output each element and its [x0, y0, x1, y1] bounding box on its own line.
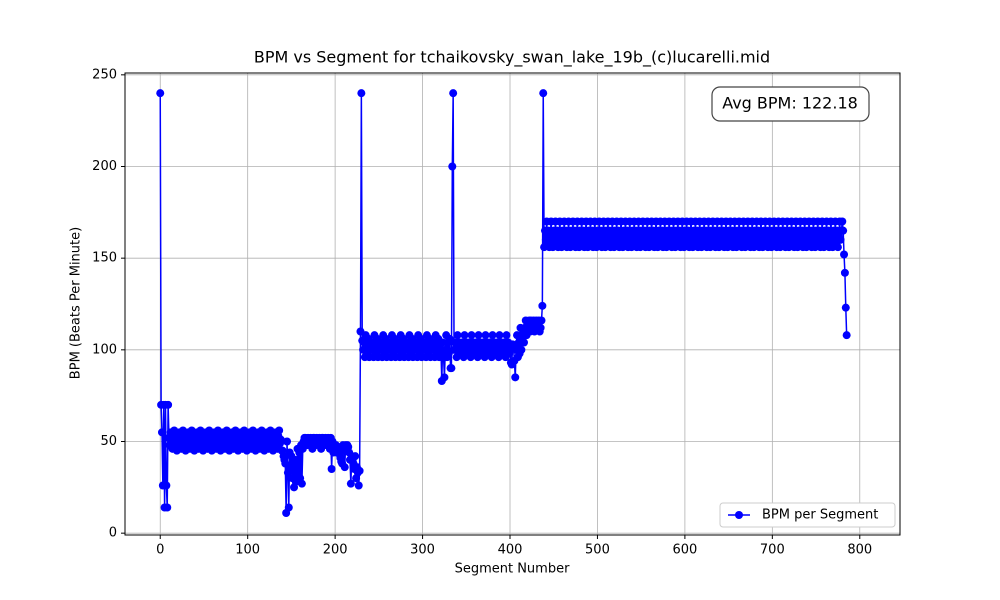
legend-marker [735, 511, 743, 519]
point [164, 400, 173, 409]
point [453, 331, 462, 340]
point [449, 89, 458, 98]
chart-title: BPM vs Segment for tchaikovsky_swan_lake… [254, 48, 770, 68]
legend-label: BPM per Segment [762, 508, 878, 523]
point [340, 463, 349, 472]
y-tick-label: 100 [92, 342, 117, 357]
annotation-box [711, 86, 870, 122]
x-tick-label: 600 [672, 543, 697, 558]
point [474, 331, 483, 340]
x-tick-label: 700 [760, 543, 785, 558]
point [481, 331, 490, 340]
point [440, 373, 449, 382]
point [836, 235, 845, 244]
point [495, 331, 504, 340]
point [448, 162, 457, 171]
point [539, 89, 548, 98]
point [488, 331, 497, 340]
point [297, 479, 306, 488]
point [537, 316, 546, 325]
point [357, 89, 366, 98]
point [538, 301, 547, 310]
point [502, 331, 511, 340]
point [833, 243, 842, 252]
x-tick-label: 800 [847, 543, 872, 558]
point [351, 452, 360, 461]
point [156, 89, 165, 98]
annotation: Avg BPM: 122.18 [722, 94, 858, 113]
x-tick-label: 200 [323, 543, 348, 558]
legend: BPM per Segment [719, 502, 896, 528]
point [511, 373, 520, 382]
point [838, 217, 847, 226]
point [275, 426, 284, 435]
x-tick-label: 0 [156, 543, 164, 558]
y-tick-label: 150 [92, 251, 117, 266]
grid [125, 73, 900, 535]
point [283, 437, 292, 446]
y-tick-label: 200 [92, 159, 117, 174]
point [467, 331, 476, 340]
point [839, 226, 848, 235]
point [517, 345, 526, 354]
x-tick-label: 500 [585, 543, 610, 558]
point [460, 331, 469, 340]
point [162, 481, 171, 490]
point [840, 268, 849, 277]
point [327, 465, 336, 473]
point [354, 481, 363, 490]
point [163, 503, 172, 512]
x-tick-label: 400 [498, 543, 523, 558]
point [842, 331, 851, 340]
point [284, 503, 293, 512]
x-axis-label: Segment Number [455, 562, 571, 577]
axes-frame [124, 72, 901, 536]
x-tick-label: 100 [235, 543, 260, 558]
point [276, 435, 285, 444]
point [157, 428, 166, 437]
point [355, 466, 364, 475]
y-tick-label: 250 [92, 67, 117, 82]
point [840, 250, 849, 259]
point [447, 364, 456, 373]
point [519, 338, 528, 347]
legend-box [719, 502, 896, 528]
plot-area [156, 89, 851, 517]
x-tick-label: 300 [410, 543, 435, 558]
point [536, 323, 545, 332]
point [841, 303, 850, 312]
point [346, 479, 355, 488]
y-tick-label: 0 [109, 526, 117, 541]
y-axis-label: BPM (Beats Per Minute) [69, 227, 84, 379]
point [290, 455, 299, 464]
y-tick-label: 50 [100, 434, 117, 449]
